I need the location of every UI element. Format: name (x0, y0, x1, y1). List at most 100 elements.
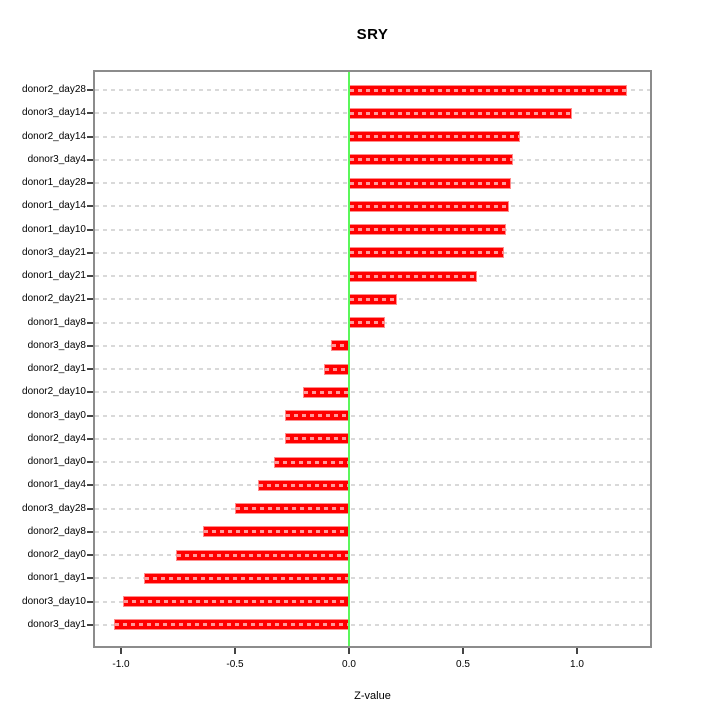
bar-centerline (350, 228, 506, 232)
y-tick-mark (87, 158, 93, 161)
x-tick-label-1.0: 1.0 (570, 659, 584, 670)
y-tick-mark (87, 182, 93, 185)
y-tick-mark (87, 89, 93, 91)
gridline (95, 507, 650, 510)
bar-centerline (144, 576, 348, 580)
gridline (95, 414, 650, 417)
y-axis-label-donor1_day4: donor1_day4 (27, 479, 86, 491)
gridline (95, 437, 650, 440)
gridline (95, 530, 650, 533)
x-tick-mark (120, 648, 122, 654)
y-axis-label-donor1_day14: donor1_day14 (22, 200, 86, 212)
gridline (95, 461, 650, 464)
gridline (95, 600, 650, 603)
bar-centerline (350, 135, 519, 139)
bar-donor2_day1 (323, 363, 349, 375)
chart-title: SRY (356, 26, 389, 43)
y-axis-label-donor3_day8: donor3_day8 (27, 339, 86, 351)
bar-centerline (274, 460, 348, 464)
bar-centerline (350, 251, 504, 255)
y-axis-label-donor2_day21: donor2_day21 (22, 293, 86, 305)
bar-donor2_day0 (175, 549, 349, 561)
bar-centerline (286, 414, 348, 418)
y-axis-label-donor3_day4: donor3_day4 (27, 153, 86, 165)
bar-donor3_day28 (235, 503, 349, 515)
bar-centerline (204, 530, 348, 534)
x-tick-label-0.0: 0.0 (342, 659, 356, 670)
y-axis-label-donor2_day0: donor2_day0 (27, 549, 86, 561)
bar-donor3_day4 (349, 154, 514, 166)
bar-donor1_day8 (349, 317, 386, 329)
bar-centerline (350, 297, 396, 301)
y-axis-label-donor3_day21: donor3_day21 (22, 246, 86, 258)
y-axis-label-donor1_day10: donor1_day10 (22, 223, 86, 235)
y-tick-mark (87, 461, 93, 464)
y-axis-label-donor2_day8: donor2_day8 (27, 525, 86, 537)
gridline (95, 344, 650, 347)
y-tick-mark (87, 321, 93, 324)
y-tick-mark (87, 135, 93, 138)
bar-donor1_day28 (349, 177, 511, 189)
y-tick-mark (87, 251, 93, 254)
bar-donor2_day8 (203, 526, 349, 538)
y-tick-mark (87, 344, 93, 347)
y-tick-mark (87, 298, 93, 301)
bar-donor3_day10 (123, 596, 349, 608)
x-tick-label--0.5: -0.5 (226, 659, 244, 670)
y-tick-mark (87, 228, 93, 231)
y-axis-label-donor3_day14: donor3_day14 (22, 107, 86, 119)
bar-centerline (258, 483, 348, 487)
gridline (95, 484, 650, 487)
y-axis-label-donor3_day28: donor3_day28 (22, 502, 86, 514)
bar-donor3_day14 (349, 107, 573, 119)
bar-donor1_day0 (273, 456, 349, 468)
y-axis-label-donor1_day8: donor1_day8 (27, 316, 86, 328)
gridline (95, 577, 650, 580)
y-tick-mark (87, 623, 93, 626)
y-tick-mark (87, 391, 93, 394)
gridline (95, 554, 650, 557)
y-axis-label-donor1_day1: donor1_day1 (27, 572, 86, 584)
y-axis-label-donor2_day1: donor2_day1 (27, 363, 86, 375)
y-tick-mark (87, 368, 93, 371)
bar-donor2_day4 (285, 433, 349, 445)
y-tick-mark (87, 577, 93, 580)
y-tick-mark (87, 414, 93, 417)
bar-centerline (350, 204, 508, 208)
bar-centerline (324, 367, 348, 371)
x-tick-mark (234, 648, 236, 654)
x-tick-mark (576, 648, 578, 654)
y-axis-label-donor3_day10: donor3_day10 (22, 595, 86, 607)
gridline (95, 623, 650, 626)
y-tick-mark (87, 507, 93, 510)
y-tick-mark (87, 275, 93, 278)
bar-centerline (124, 600, 348, 604)
y-axis-label-donor1_day0: donor1_day0 (27, 456, 86, 468)
zero-reference-line (348, 72, 350, 646)
bar-centerline (350, 181, 510, 185)
bar-centerline (331, 344, 348, 348)
y-axis-label-donor1_day28: donor1_day28 (22, 177, 86, 189)
y-axis-label-donor3_day0: donor3_day0 (27, 409, 86, 421)
bar-centerline (350, 274, 476, 278)
bar-donor1_day1 (143, 572, 349, 584)
x-tick-label-0.5: 0.5 (456, 659, 470, 670)
bar-donor1_day4 (257, 479, 349, 491)
y-axis-label-donor2_day10: donor2_day10 (22, 386, 86, 398)
bar-centerline (350, 88, 627, 92)
bar-donor2_day14 (349, 131, 520, 143)
bar-centerline (304, 390, 348, 394)
y-tick-mark (87, 205, 93, 208)
bar-centerline (350, 158, 513, 162)
y-tick-mark (87, 530, 93, 533)
bar-donor1_day14 (349, 200, 509, 212)
bar-centerline (350, 321, 385, 325)
bar-donor2_day21 (349, 293, 397, 305)
plot-area (93, 70, 652, 648)
bar-centerline (350, 111, 572, 115)
y-tick-mark (87, 484, 93, 487)
y-axis-label-donor3_day1: donor3_day1 (27, 618, 86, 630)
y-tick-mark (87, 554, 93, 557)
bar-donor2_day10 (303, 386, 349, 398)
